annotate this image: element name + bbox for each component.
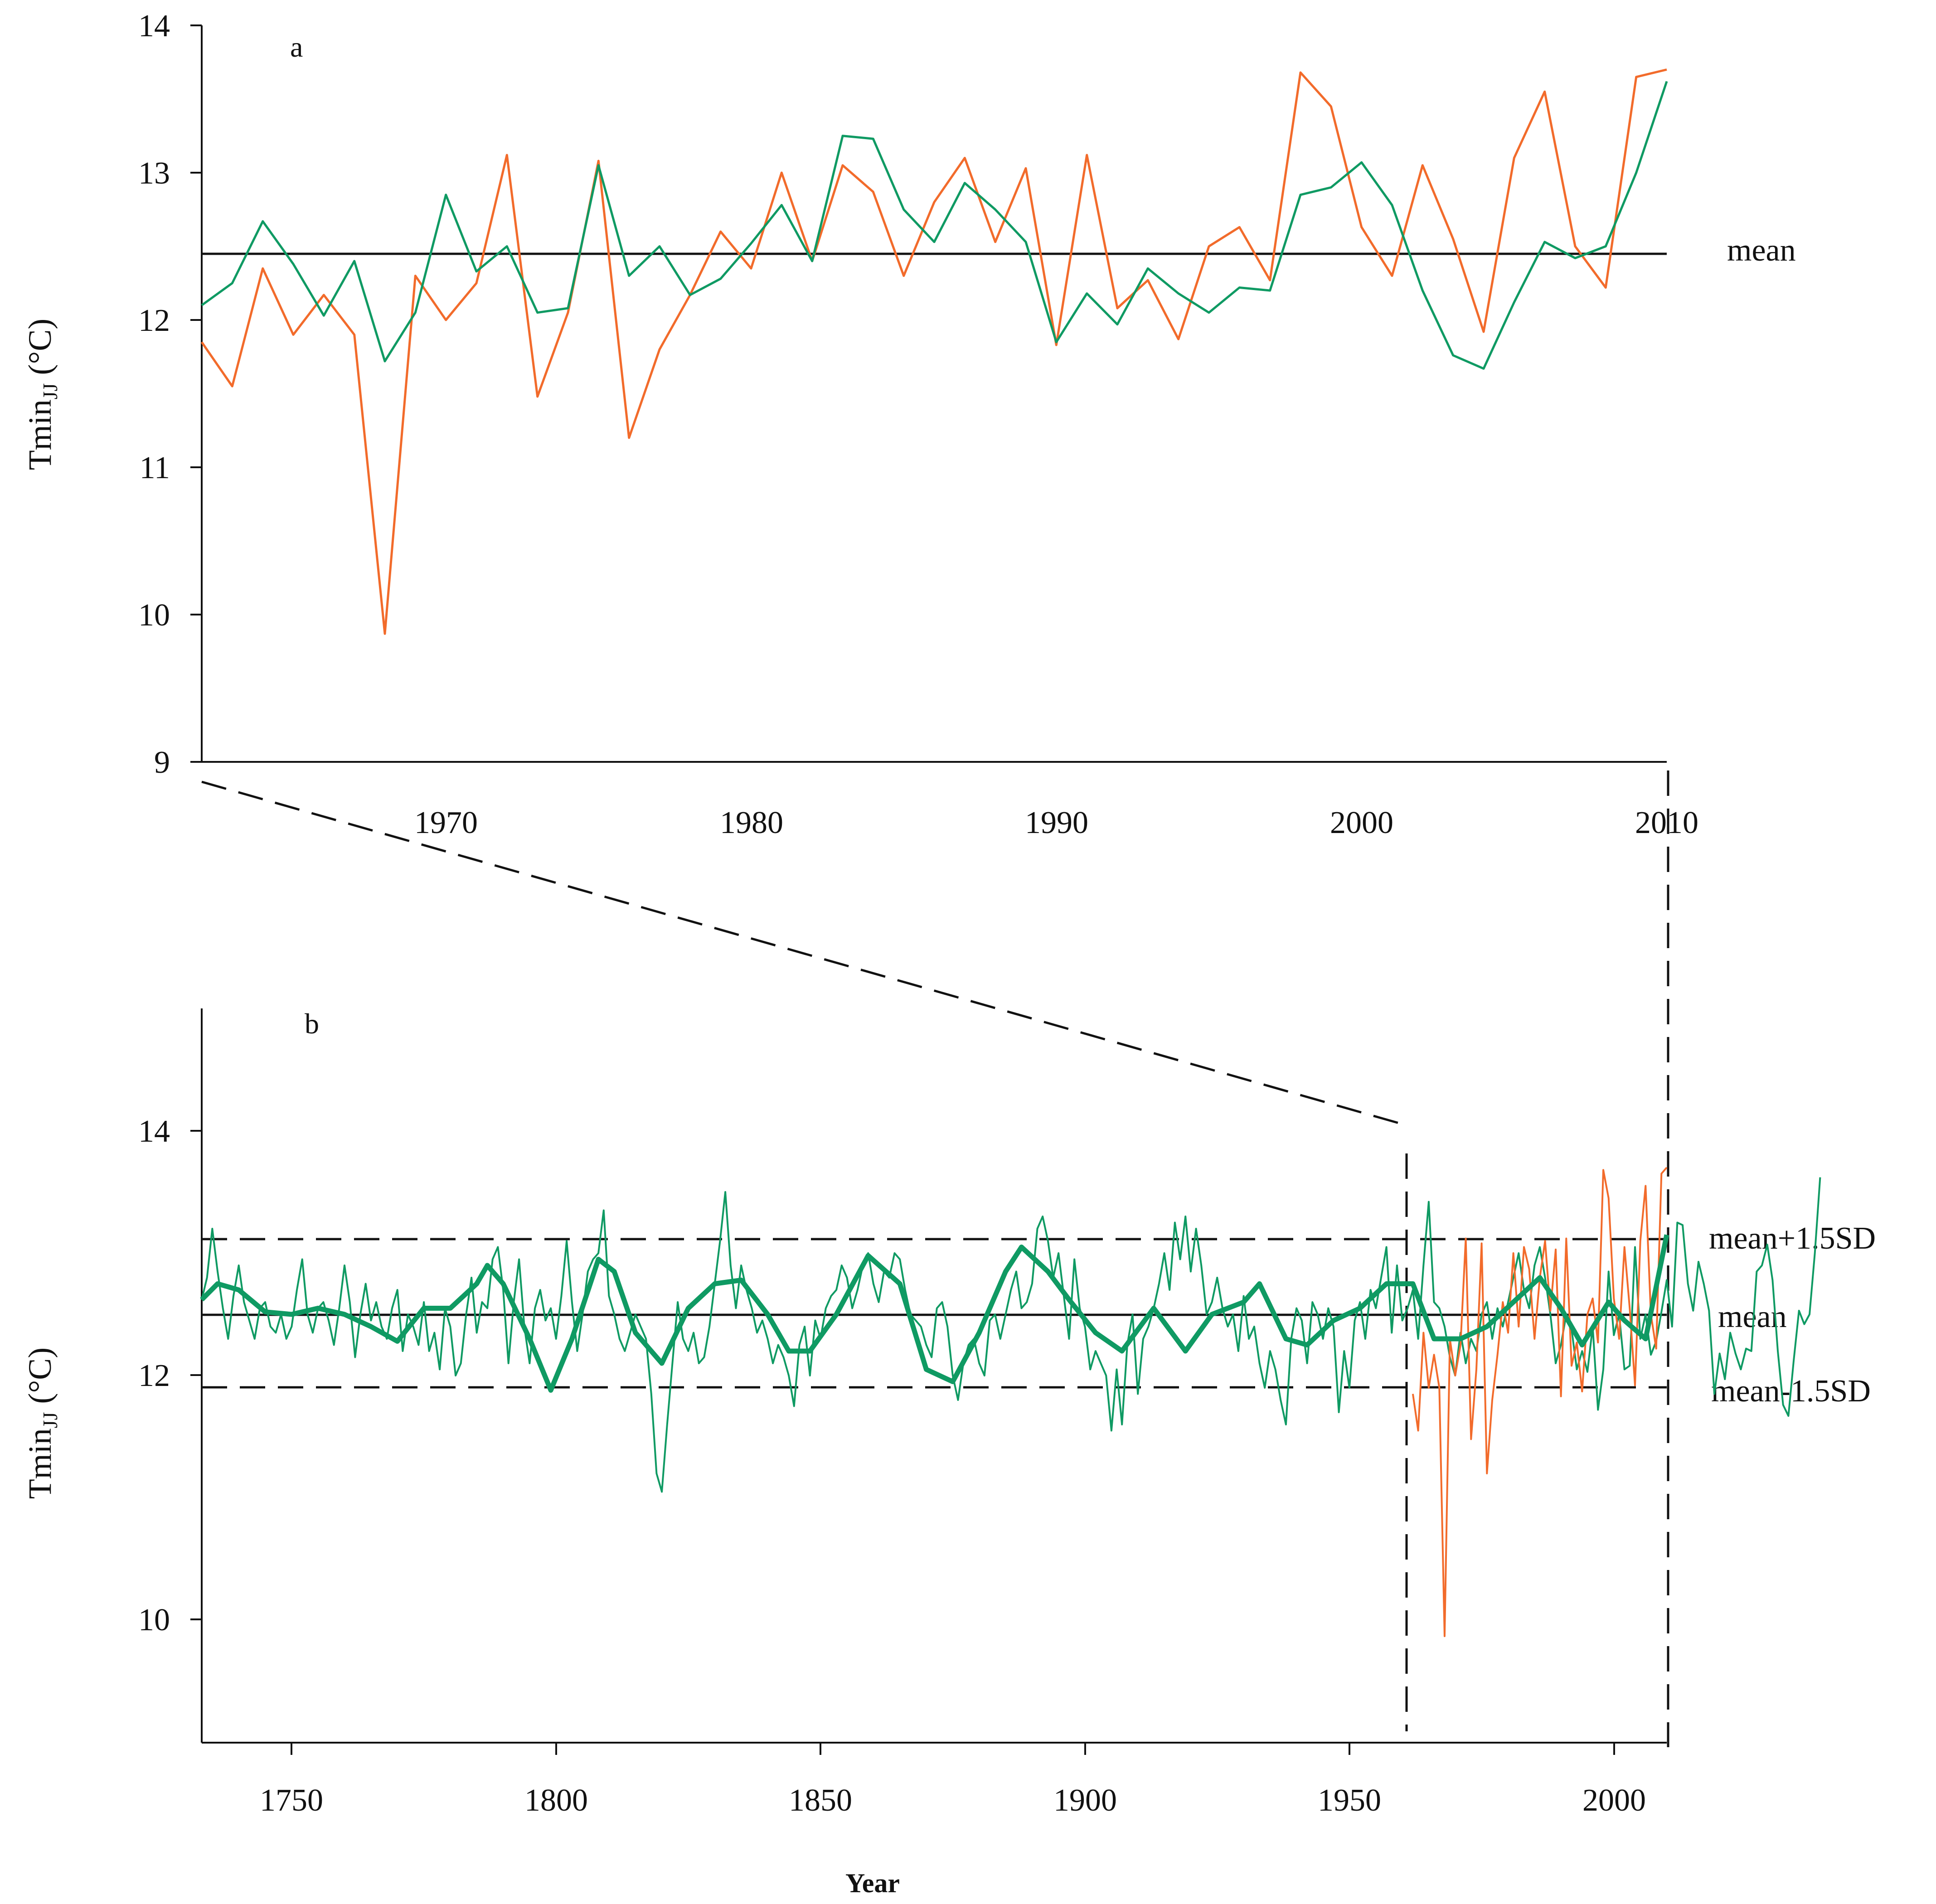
y-label-subscript: JJ	[39, 383, 62, 399]
x-tick-label: 2000	[1582, 1783, 1646, 1818]
panel-b-x-axis-title: Year	[845, 1868, 900, 1898]
panel-a-y-ticks	[190, 24, 202, 763]
y-tick-label: 10	[138, 598, 170, 633]
panel-b-upper-threshold-label: mean+1.5SD	[1709, 1221, 1876, 1256]
x-tick-label: 1950	[1318, 1783, 1381, 1818]
observed-series-line	[1412, 1167, 1668, 1638]
x-tick-label: 1970	[414, 805, 478, 840]
panel-b: b 14 12 10 TminJJ (°C)	[22, 1008, 1876, 1898]
y-tick-label: 13	[138, 156, 170, 191]
y-tick-label: 14	[138, 1114, 170, 1149]
panel-a-x-tick-labels: 1970 1980 1990 2000 2010	[414, 805, 1698, 840]
panel-a-mean-label: mean	[1727, 233, 1796, 268]
panel-a-label: a	[290, 31, 303, 63]
smoothed-series-line	[200, 1234, 1669, 1393]
y-tick-label: 9	[154, 745, 170, 780]
x-tick-label: 1750	[260, 1783, 323, 1818]
x-tick-label: 1980	[720, 805, 783, 840]
y-tick-label: 10	[138, 1603, 170, 1638]
x-tick-label: 1850	[789, 1783, 852, 1818]
x-tick-label: 1990	[1025, 805, 1088, 840]
y-tick-label: 12	[138, 1358, 170, 1393]
panel-a-y-tick-labels: 14 13 12 11 10 9	[138, 9, 170, 780]
panel-b-y-tick-labels: 14 12 10	[138, 1114, 170, 1638]
y-label-main: Tmin	[22, 399, 58, 470]
y-label-unit: (°C)	[22, 319, 58, 383]
panel-a-y-axis-label: TminJJ (°C)	[22, 319, 62, 470]
y-tick-label: 11	[140, 451, 170, 485]
y-label-subscript: JJ	[39, 1412, 62, 1428]
x-tick-label: 2000	[1330, 805, 1393, 840]
panel-a: a 14 13 12 11 10 9 TminJJ (°C) 1970	[22, 9, 1796, 840]
observed-series-line	[200, 68, 1667, 635]
panel-b-y-axis-label: TminJJ (°C)	[22, 1347, 62, 1499]
x-tick-label: 1800	[524, 1783, 588, 1818]
panel-b-label: b	[305, 1008, 319, 1040]
reconstructed-series-line	[201, 81, 1668, 370]
zoom-connector	[201, 770, 1669, 1747]
panel-a-series	[200, 68, 1668, 635]
panel-b-x-tick-labels: 1750 1800 1850 1900 1950 2000	[260, 1783, 1646, 1818]
y-label-unit: (°C)	[22, 1347, 58, 1412]
zoom-connector-left	[201, 780, 1406, 1126]
y-tick-label: 14	[138, 9, 170, 44]
x-tick-label: 1900	[1053, 1783, 1117, 1818]
y-tick-label: 12	[138, 303, 170, 338]
panel-b-x-ticks	[291, 1743, 1615, 1755]
y-label-main: Tmin	[22, 1428, 58, 1499]
reconstructed-series-line	[201, 1177, 1821, 1493]
panel-b-series	[200, 1167, 1821, 1638]
panel-b-y-ticks	[190, 1130, 202, 1620]
x-tick-label: 2010	[1635, 805, 1698, 840]
